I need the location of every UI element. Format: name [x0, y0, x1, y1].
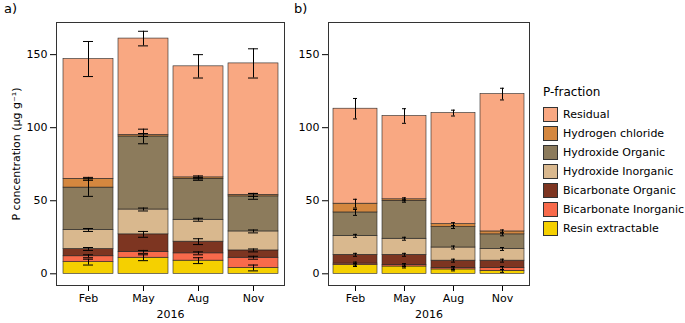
svg-text:2016: 2016: [415, 308, 443, 321]
svg-text:150: 150: [299, 48, 320, 61]
html-text:Resin extractable: Resin extractable: [563, 222, 659, 235]
svg-text:50: 50: [306, 194, 320, 207]
svg-text:Aug: Aug: [188, 292, 209, 305]
svg-text:May: May: [132, 292, 155, 305]
svg-text:0: 0: [41, 267, 48, 280]
svg-text:Feb: Feb: [346, 292, 365, 305]
html-text:Hydroxide Inorganic: Hydroxide Inorganic: [563, 165, 674, 178]
html-text:Hydrogen chloride: Hydrogen chloride: [563, 127, 665, 140]
html-text:Residual: Residual: [563, 108, 610, 121]
svg-text:Nov: Nov: [243, 292, 265, 305]
svg-text:Aug: Aug: [443, 292, 464, 305]
svg-text:Feb: Feb: [79, 292, 98, 305]
html-text:a): a): [4, 1, 17, 16]
svg-text:P concentration (μg g⁻¹): P concentration (μg g⁻¹): [10, 87, 23, 220]
html-text:Hydroxide Organic: Hydroxide Organic: [563, 146, 665, 159]
svg-text:2016: 2016: [157, 308, 185, 321]
svg-text:May: May: [393, 292, 416, 305]
html-text:Bicarbonate Organic: Bicarbonate Organic: [563, 184, 676, 197]
svg-text:50: 50: [34, 194, 48, 207]
html-text:b): b): [294, 1, 308, 16]
svg-text:100: 100: [299, 121, 320, 134]
svg-text:0: 0: [313, 267, 320, 280]
svg-text:Nov: Nov: [492, 292, 514, 305]
html-text:Bicarbonate Inorganic: Bicarbonate Inorganic: [563, 203, 684, 216]
svg-text:150: 150: [27, 48, 48, 61]
html-text:P-fraction: P-fraction: [543, 85, 601, 99]
svg-text:100: 100: [27, 121, 48, 134]
